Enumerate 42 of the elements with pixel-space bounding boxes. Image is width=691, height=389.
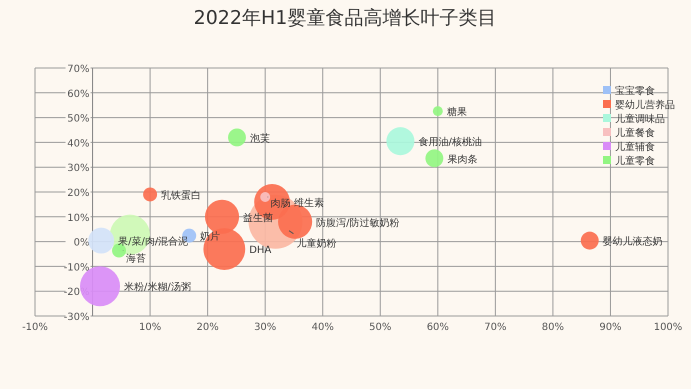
annotation: 泡芙 [250, 132, 270, 144]
x-tick-label: 40% [312, 322, 334, 333]
legend-label: 婴幼儿营养品 [615, 99, 675, 111]
legend-label: 儿童零食 [615, 155, 655, 167]
legend-label: 儿童餐食 [615, 127, 655, 139]
y-tick-label: 50% [67, 114, 90, 125]
annotation: 乳铁蛋白 [161, 189, 202, 202]
annotation: DHA [249, 245, 272, 256]
x-tick-label: 90% [599, 322, 622, 333]
y-tick-label: -10% [64, 262, 90, 274]
legend-label: 宝宝零食 [615, 85, 655, 97]
annotation: 肉肠 [270, 198, 291, 210]
annotation: 海苔 [126, 252, 146, 264]
annotation: 防腹泻/防过敏奶粉 [316, 216, 400, 229]
y-tick-label: 70% [67, 64, 90, 75]
annotation: 儿童奶粉 [296, 238, 336, 250]
x-tick-label: -10% [22, 322, 48, 333]
annotation: 糖果 [446, 106, 467, 118]
chart-title: 2022年H1婴童食品高增长叶子类目 [194, 7, 496, 29]
y-tick-label: 20% [67, 188, 90, 199]
annotation: 果/菜/肉/混合泥 [118, 236, 188, 248]
legend-label: 儿童调味品 [615, 113, 665, 125]
x-tick-label: 30% [254, 322, 276, 333]
x-tick-label: 100% [654, 322, 682, 333]
y-tick-label: -30% [64, 312, 90, 323]
legend-label: 儿童辅食 [615, 141, 655, 153]
x-tick-label: 50% [369, 322, 392, 333]
y-tick-label: 60% [67, 88, 90, 100]
annotation: 益生菌 [243, 212, 274, 224]
annotation: 米粉/米糊/汤粥 [124, 281, 191, 294]
x-tick-label: 60% [426, 322, 449, 333]
annotation: 食用油/核桃油 [418, 136, 482, 148]
x-tick-label: 20% [196, 322, 219, 333]
x-tick-label: 70% [484, 322, 506, 333]
y-tick-label: 40% [67, 138, 90, 150]
y-tick-label: 0% [74, 238, 90, 249]
y-tick-label: 10% [67, 212, 90, 224]
x-tick-label: 80% [542, 322, 564, 333]
y-tick-label: 30% [67, 163, 90, 174]
annotation: 果肉条 [447, 153, 478, 166]
annotation: 婴幼儿液态奶 [602, 236, 663, 248]
x-tick-label: 10% [138, 322, 162, 333]
